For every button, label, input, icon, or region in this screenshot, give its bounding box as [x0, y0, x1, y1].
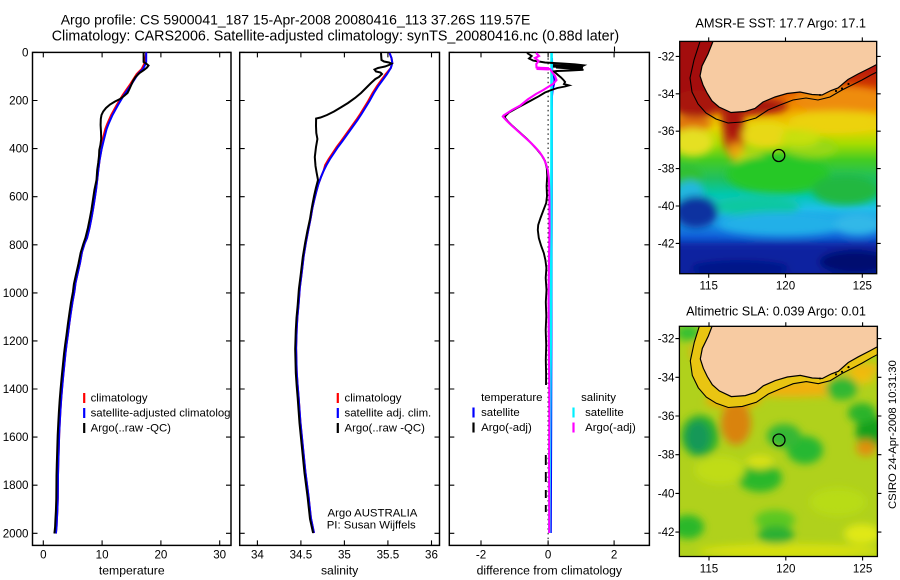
svg-text:35.5: 35.5 — [377, 549, 400, 562]
svg-text:1200: 1200 — [3, 335, 29, 348]
svg-text:1400: 1400 — [3, 383, 29, 396]
svg-text:Argo AUSTRALIA: Argo AUSTRALIA — [328, 508, 418, 520]
svg-text:34: 34 — [251, 549, 264, 562]
svg-text:20: 20 — [154, 549, 167, 562]
svg-text:-36: -36 — [658, 410, 675, 423]
svg-text:1000: 1000 — [3, 287, 29, 300]
svg-text:1800: 1800 — [3, 479, 29, 492]
svg-text:salinity: salinity — [321, 564, 359, 578]
svg-text:Argo(..raw -QC): Argo(..raw -QC) — [345, 423, 426, 435]
svg-text:Argo(..raw -QC): Argo(..raw -QC) — [91, 423, 172, 435]
svg-text:2000: 2000 — [3, 527, 29, 540]
svg-text:-42: -42 — [658, 526, 675, 539]
svg-text:-36: -36 — [658, 125, 675, 138]
svg-text:satellite: satellite — [481, 407, 520, 419]
svg-text:125: 125 — [853, 280, 872, 293]
svg-text:-38: -38 — [658, 163, 675, 176]
svg-text:36: 36 — [425, 549, 438, 562]
svg-text:-32: -32 — [658, 333, 675, 346]
svg-text:0: 0 — [22, 46, 28, 59]
svg-text:600: 600 — [9, 191, 28, 204]
svg-text:35: 35 — [338, 549, 351, 562]
svg-text:34.5: 34.5 — [290, 549, 313, 562]
svg-text:115: 115 — [699, 280, 717, 293]
svg-text:1600: 1600 — [3, 431, 29, 444]
svg-text:AMSR-E SST: 17.7 Argo: 17.1: AMSR-E SST: 17.7 Argo: 17.1 — [695, 16, 866, 31]
svg-text:-32: -32 — [658, 50, 675, 63]
svg-text:Argo(-adj): Argo(-adj) — [585, 422, 636, 434]
svg-text:temperature: temperature — [481, 392, 542, 404]
svg-text:satellite adj. clim.: satellite adj. clim. — [345, 408, 432, 420]
svg-text:-40: -40 — [658, 200, 675, 213]
svg-text:120: 120 — [776, 563, 795, 576]
svg-text:200: 200 — [9, 94, 28, 107]
svg-text:-2: -2 — [476, 549, 486, 562]
svg-text:400: 400 — [9, 143, 28, 156]
svg-text:-38: -38 — [658, 449, 675, 462]
svg-text:temperature: temperature — [99, 564, 165, 578]
svg-text:satellite: satellite — [585, 407, 624, 419]
svg-text:-42: -42 — [658, 237, 675, 250]
svg-text:120: 120 — [776, 280, 795, 293]
svg-text:satellite-adjusted climatology: satellite-adjusted climatology — [91, 408, 237, 420]
svg-text:0: 0 — [40, 549, 46, 562]
svg-text:CSIRO 24-Apr-2008 10:31:30: CSIRO 24-Apr-2008 10:31:30 — [887, 360, 899, 509]
svg-text:-34: -34 — [658, 88, 675, 101]
svg-text:PI: Susan Wijffels: PI: Susan Wijffels — [327, 520, 416, 532]
svg-text:125: 125 — [853, 563, 872, 576]
svg-text:115: 115 — [700, 563, 718, 576]
svg-text:climatology: climatology — [91, 393, 148, 405]
svg-text:salinity: salinity — [581, 392, 616, 404]
svg-text:Argo profile: CS 5900041_187 1: Argo profile: CS 5900041_187 15-Apr-2008… — [61, 12, 531, 28]
svg-text:Altimetric SLA: 0.039 Argo: 0.: Altimetric SLA: 0.039 Argo: 0.01 — [686, 305, 866, 319]
svg-text:difference from climatology: difference from climatology — [477, 564, 623, 578]
svg-text:-40: -40 — [658, 487, 675, 500]
svg-text:Climatology: CARS2006. Satelli: Climatology: CARS2006. Satellite-adjuste… — [52, 28, 619, 44]
svg-text:800: 800 — [9, 239, 28, 252]
svg-text:30: 30 — [213, 549, 226, 562]
svg-text:Argo(-adj): Argo(-adj) — [481, 422, 532, 434]
svg-text:climatology: climatology — [345, 393, 402, 405]
svg-text:0: 0 — [545, 549, 551, 562]
svg-text:2: 2 — [611, 549, 617, 562]
svg-text:10: 10 — [96, 549, 109, 562]
svg-text:-34: -34 — [658, 371, 675, 384]
